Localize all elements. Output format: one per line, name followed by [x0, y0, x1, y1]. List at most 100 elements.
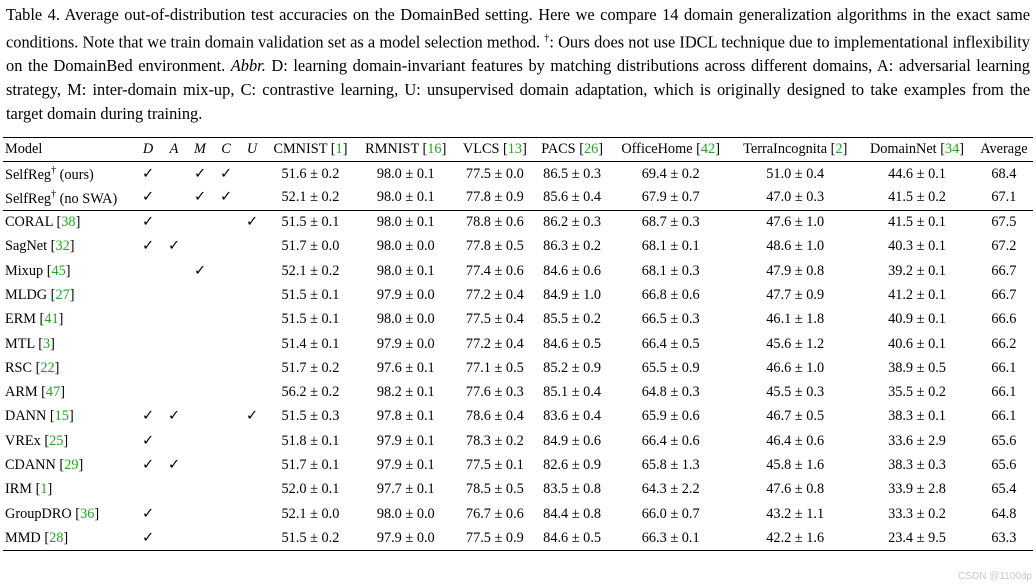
accuracy-cell: 64.8 ± 0.3 — [641, 384, 700, 401]
accuracy-cell: 77.8 ± 0.9 — [465, 189, 524, 206]
model-name-cell: CDANN [29] — [5, 457, 84, 473]
accuracy-cell: 77.2 ± 0.4 — [465, 286, 524, 303]
model-name-cell: MTL [3] — [5, 335, 55, 352]
average-cell: 65.6 — [991, 432, 1017, 449]
empty-flag — [187, 308, 213, 332]
table-row: MMD [28] ✓ 51.5 ± 0.2 97.9 ± 0.0 77.5 ± 0.9 8… — [3, 526, 1033, 552]
citation-link[interactable]: 25 — [49, 432, 64, 449]
empty-flag — [239, 235, 265, 259]
check-icon: ✓ — [239, 209, 265, 235]
average-cell: 64.8 — [991, 505, 1017, 522]
accuracy-cell: 51.0 ± 0.4 — [731, 161, 860, 187]
accuracy-cell: 86.5 ± 0.3 — [534, 161, 611, 187]
check-icon: ✓ — [213, 161, 239, 187]
accuracy-cell: 47.6 ± 0.8 — [766, 481, 825, 498]
model-dagger: † — [51, 164, 57, 176]
empty-flag — [161, 526, 187, 552]
results-table: Model D A M C U CMNIST [1] RMNIST [16] V… — [3, 137, 1033, 552]
header-dataset-name: OfficeHome — [621, 141, 693, 158]
header-dataset-name: RMNIST — [365, 141, 419, 158]
citation-link[interactable]: 29 — [64, 457, 79, 473]
accuracy-cell: 97.9 ± 0.0 — [355, 526, 456, 552]
model-name-cell: ARM [47] — [5, 384, 65, 401]
average-cell: 66.6 — [991, 311, 1017, 328]
table-row: CORAL [38] ✓ ✓ 51.5 ± 0.1 98.0 ± 0.1 78.8 ± 0… — [3, 209, 1033, 235]
empty-flag — [187, 356, 213, 380]
accuracy-cell: 46.7 ± 0.5 — [766, 408, 825, 425]
accuracy-cell: 64.3 ± 2.2 — [641, 481, 700, 498]
empty-flag — [213, 429, 239, 453]
citation-link[interactable]: 36 — [80, 505, 95, 522]
empty-flag — [239, 502, 265, 526]
accuracy-cell: 51.7 ± 0.1 — [281, 457, 340, 473]
empty-flag — [135, 356, 161, 380]
accuracy-cell: 40.6 ± 0.1 — [888, 335, 946, 352]
model-name-cell: GroupDRO [36] — [5, 505, 100, 522]
citation-link[interactable]: 16 — [427, 141, 442, 158]
citation-link[interactable]: 45 — [51, 262, 66, 279]
citation-link[interactable]: 15 — [54, 408, 69, 425]
citation-link[interactable]: 38 — [61, 214, 76, 231]
accuracy-cell: 35.5 ± 0.2 — [888, 384, 946, 401]
header-dataset: DomainNet [34] — [869, 141, 965, 158]
check-icon: ✓ — [194, 262, 206, 279]
accuracy-cell: 23.4 ± 9.5 — [859, 526, 975, 552]
accuracy-cell: 77.8 ± 0.5 — [465, 238, 524, 255]
empty-flag — [161, 429, 187, 453]
citation-link[interactable]: 34 — [945, 141, 960, 158]
citation-link[interactable]: 32 — [55, 238, 70, 255]
citation-link[interactable]: 28 — [49, 529, 64, 546]
accuracy-cell: 84.6 ± 0.5 — [534, 526, 611, 552]
citation-link[interactable]: 41 — [44, 311, 59, 328]
citation-link[interactable]: 42 — [700, 141, 716, 158]
citation-link[interactable]: 3 — [43, 335, 51, 352]
accuracy-cell: 46.1 ± 1.8 — [766, 311, 825, 328]
empty-flag — [187, 405, 213, 429]
empty-flag — [213, 453, 239, 477]
accuracy-cell: 65.8 ± 1.3 — [641, 457, 700, 473]
citation-link[interactable]: 13 — [507, 141, 523, 158]
table-row: MTL [3] 51.4 ± 0.1 97.9 ± 0.0 77.2 ± 0.4 84.… — [3, 332, 1033, 356]
accuracy-cell: 82.6 ± 0.9 — [543, 457, 602, 473]
model-name: ARM — [5, 384, 38, 401]
citation-link[interactable]: 26 — [583, 141, 599, 158]
model-dagger: † — [51, 188, 57, 200]
accuracy-cell: 40.9 ± 0.1 — [888, 311, 946, 328]
citation-link[interactable]: 1 — [335, 141, 343, 158]
check-icon: ✓ — [142, 457, 154, 473]
empty-flag — [135, 308, 161, 332]
check-icon: ✓ — [135, 526, 161, 552]
empty-flag — [213, 405, 239, 429]
check-icon: ✓ — [135, 161, 161, 187]
accuracy-cell: 46.4 ± 0.6 — [766, 432, 825, 449]
accuracy-cell: 51.7 ± 0.2 — [281, 359, 340, 376]
accuracy-cell: 47.6 ± 1.0 — [731, 209, 860, 235]
accuracy-cell: 84.9 ± 1.0 — [543, 286, 602, 303]
accuracy-cell: 97.9 ± 0.1 — [376, 432, 435, 449]
empty-flag — [161, 209, 187, 235]
average-cell: 66.1 — [991, 408, 1017, 425]
accuracy-cell: 84.6 ± 0.5 — [543, 335, 602, 352]
empty-flag — [239, 186, 265, 210]
citation-link[interactable]: 2 — [835, 141, 843, 158]
empty-flag — [213, 332, 239, 356]
accuracy-cell: 48.6 ± 1.0 — [766, 238, 825, 255]
citation-link[interactable]: 27 — [55, 286, 70, 303]
citation-link[interactable]: 22 — [40, 359, 55, 376]
table-row: DANN [15] ✓ ✓ ✓ 51.5 ± 0.3 97.8 ± 0.1 78.6 ± 0… — [3, 405, 1033, 429]
accuracy-cell: 41.5 ± 0.1 — [859, 209, 975, 235]
average-cell: 67.5 — [974, 209, 1033, 235]
accuracy-cell: 52.1 ± 0.2 — [281, 262, 340, 279]
header-dataset: PACS [26] — [541, 141, 604, 158]
citation-link[interactable]: 1 — [40, 481, 48, 498]
citation-link[interactable]: 47 — [45, 384, 61, 401]
check-icon: ✓ — [168, 457, 180, 473]
empty-flag — [187, 209, 213, 235]
model-name: SagNet — [5, 238, 48, 255]
model-name: DANN — [5, 408, 47, 425]
accuracy-cell: 98.0 ± 0.0 — [376, 311, 435, 328]
empty-flag — [239, 161, 265, 187]
caption-rest: D: learning domain-invariant features by… — [6, 56, 1031, 124]
accuracy-cell: 47.9 ± 0.8 — [766, 262, 825, 279]
accuracy-cell: 52.1 ± 0.2 — [281, 189, 340, 206]
